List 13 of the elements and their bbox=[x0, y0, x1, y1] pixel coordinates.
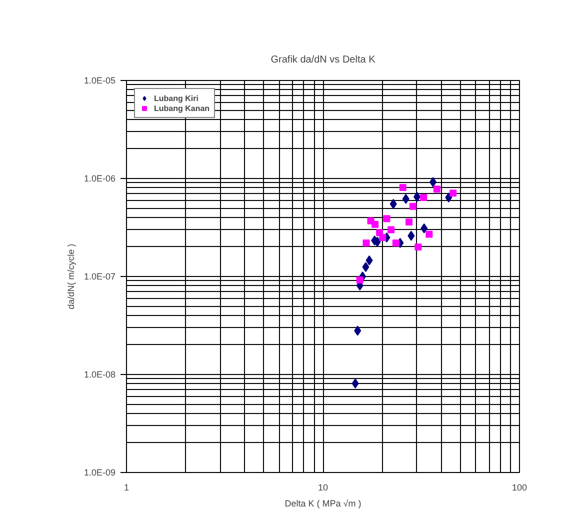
chart-title: Grafik da/dN vs Delta K bbox=[270, 54, 376, 66]
x-tick-label: 10 bbox=[318, 482, 328, 492]
x-tick-label: 100 bbox=[512, 482, 528, 492]
x-tick-label: 1 bbox=[124, 482, 130, 492]
y-axis-title: da/dN( m/cycle ) bbox=[66, 244, 76, 310]
y-tick-label: 1.0E-06 bbox=[84, 174, 116, 184]
x-axis-title: Delta K ( MPa √m ) bbox=[284, 498, 362, 508]
y-tick-label: 1.0E-05 bbox=[84, 76, 116, 86]
legend-label: Lubang Kanan bbox=[154, 103, 210, 113]
y-tick-label: 1.0E-08 bbox=[84, 370, 116, 380]
y-tick-label: 1.0E-09 bbox=[84, 468, 116, 478]
y-tick-label: 1.0E-07 bbox=[84, 272, 116, 282]
legend-label: Lubang Kiri bbox=[154, 93, 198, 103]
